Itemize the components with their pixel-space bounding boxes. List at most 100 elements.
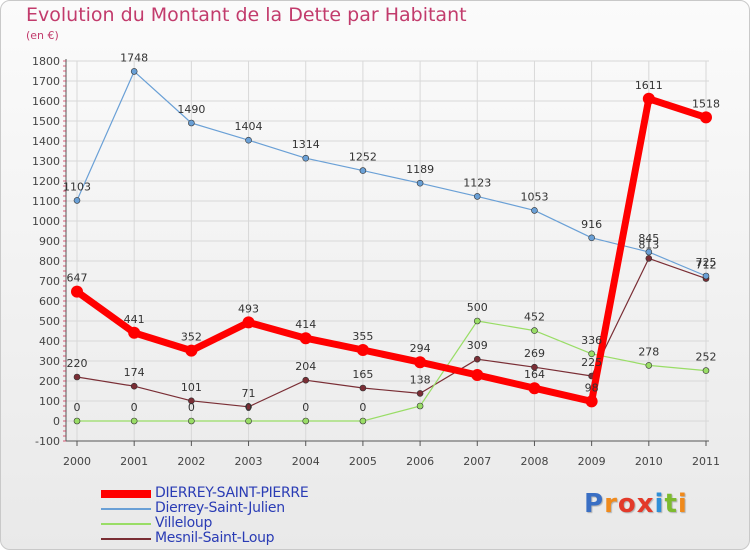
data-label: 225 [581,356,602,369]
y-tick-label: 700 [39,275,60,288]
point-dierrey-saint-julien [473,193,481,200]
logo-letter: t [664,489,678,519]
legend-item-dierrey-saint-pierre: DIERREY-SAINT-PIERRE [101,485,361,501]
x-tick-label: 2010 [635,455,663,468]
y-tick-label: 1400 [32,135,60,148]
data-label: 336 [581,334,602,347]
y-tick-label: 1300 [32,155,60,168]
data-label: 220 [67,357,88,370]
y-tick-label: 1500 [32,115,60,128]
y-tick-label: 500 [39,315,60,328]
data-label: 165 [352,368,373,381]
data-label: 725 [696,256,717,269]
legend-swatch [101,508,151,510]
point-mesnil-saint-loup [645,255,653,262]
point-villeloup [245,417,252,425]
x-tick-label: 2005 [349,455,377,468]
data-label: 164 [524,368,545,381]
legend-label: Mesnil-Saint-Loup [155,530,275,546]
data-label: 0 [131,401,138,414]
legend-item-villeloup: Villeloup [101,515,361,531]
point-villeloup [702,367,710,374]
data-label: 813 [638,238,659,251]
data-label: 0 [302,401,309,414]
point-dierrey-saint-julien [130,68,138,75]
data-label: 309 [467,339,488,352]
x-tick-label: 2009 [578,455,606,468]
x-tick-label: 2007 [463,455,491,468]
point-dierrey-saint-pierre [242,316,255,329]
y-tick-label: 1600 [32,95,60,108]
legend-item-dierrey-saint-julien: Dierrey-Saint-Julien [101,500,361,516]
point-mesnil-saint-loup [188,397,195,405]
point-dierrey-saint-pierre [71,285,83,298]
x-tick-label: 2001 [120,455,148,468]
x-tick-label: 2008 [520,455,548,468]
point-villeloup [130,417,138,425]
y-tick-label: 1700 [32,75,60,88]
data-label: 352 [181,331,202,344]
x-tick-label: 2004 [292,455,320,468]
data-label: 0 [74,401,81,414]
data-label: 204 [295,360,316,373]
data-label: 138 [410,373,431,386]
y-tick-label: 400 [39,335,60,348]
legend-swatch [101,538,151,540]
legend-label: Villeloup [155,515,213,531]
point-dierrey-saint-pierre [471,369,484,381]
data-label: 278 [638,345,659,358]
legend-item-mesnil-saint-loup: Mesnil-Saint-Loup [101,530,361,546]
data-label: 101 [181,381,202,394]
y-tick-label: 200 [39,375,60,388]
legend-swatch [101,523,151,525]
point-mesnil-saint-loup [302,376,310,384]
point-dierrey-saint-julien [188,119,195,127]
y-tick-label: 800 [39,255,60,268]
data-label: 0 [188,401,195,414]
y-tick-label: 1000 [32,215,60,228]
point-dierrey-saint-pierre [356,344,369,356]
y-tick-label: -100 [35,435,60,448]
logo-letter: r [604,489,618,519]
data-label: 916 [581,218,602,231]
data-label: 1123 [463,176,491,189]
point-mesnil-saint-loup [359,384,367,392]
data-label: 452 [524,311,545,324]
legend-swatch [101,490,151,498]
x-tick-label: 2000 [63,455,91,468]
data-label: 500 [467,301,488,314]
point-dierrey-saint-pierre [700,111,712,124]
point-dierrey-saint-julien [416,179,424,187]
point-villeloup [302,417,310,425]
data-label: 294 [410,342,431,355]
y-tick-label: 600 [39,295,60,308]
point-dierrey-saint-pierre [414,356,427,369]
data-label: 1053 [520,190,548,203]
data-label: 1490 [177,103,205,116]
point-dierrey-saint-julien [588,234,595,242]
data-label: 647 [67,272,88,285]
data-label: 1314 [292,138,320,151]
point-dierrey-saint-julien [531,207,538,214]
point-dierrey-saint-pierre [642,92,655,105]
logo-letter: i [654,489,665,519]
point-villeloup [416,402,424,410]
data-label: 71 [242,387,256,400]
point-dierrey-saint-pierre [128,326,141,339]
point-mesnil-saint-loup [73,373,81,381]
logo-letter: i [677,489,688,519]
y-tick-label: 300 [39,355,60,368]
point-villeloup [73,417,81,425]
data-label: 1748 [120,51,148,64]
point-mesnil-saint-loup [416,390,424,397]
point-mesnil-saint-loup [245,403,252,411]
point-dierrey-saint-julien [73,197,81,204]
point-villeloup [188,417,195,425]
chart-title: Evolution du Montant de la Dette par Hab… [26,4,467,26]
proxiti-logo: Proxiti [584,489,688,519]
point-dierrey-saint-pierre [585,395,598,408]
data-label: 712 [696,259,717,272]
data-label: 98 [585,381,599,394]
x-tick-label: 2006 [406,455,434,468]
